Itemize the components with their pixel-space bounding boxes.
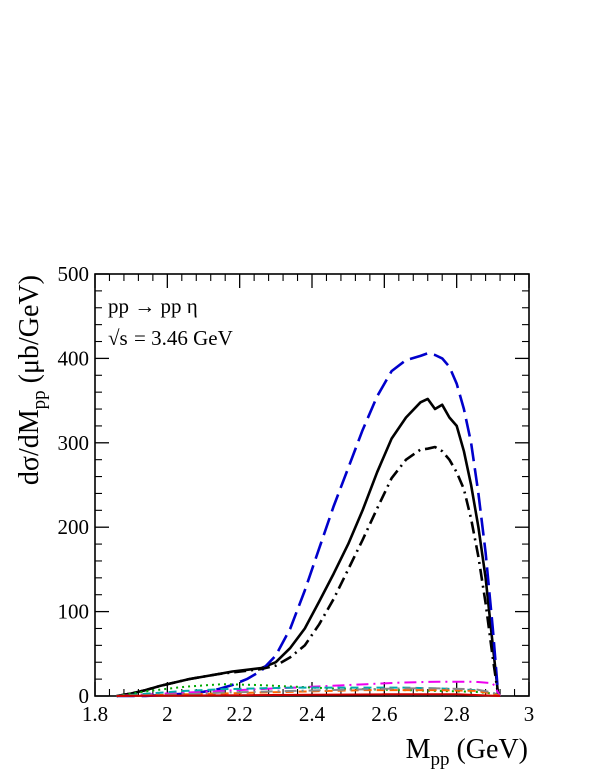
- x-tick-label: 1.8: [82, 702, 108, 726]
- annotation-energy-root: √s: [108, 326, 128, 350]
- x-tick-label: 3: [524, 702, 535, 726]
- y-axis-label-main: dσ/dM: [14, 409, 45, 485]
- series-line-1: [116, 397, 500, 698]
- x-tick-label: 2: [162, 702, 173, 726]
- series-line-7: [116, 689, 501, 697]
- series-group: [116, 352, 501, 698]
- y-tick-label: 200: [58, 515, 90, 539]
- y-axis-label-sub: pp: [29, 390, 50, 409]
- y-tick-label: 400: [58, 346, 90, 370]
- series-line-9: [116, 693, 501, 697]
- axis-ticks: 1.8 2 2.2 2.4 2.6 2.8 3 0 100 200 300 400 500: [58, 262, 535, 726]
- y-tick-label: 0: [79, 684, 90, 708]
- x-axis-label-sub: pp: [430, 749, 449, 770]
- x-tick-label: 2.4: [299, 702, 326, 726]
- x-tick-label: 2.6: [371, 702, 397, 726]
- y-axis-label-unit: (μb/GeV): [14, 275, 45, 390]
- y-tick-label: 100: [58, 600, 90, 624]
- y-tick-label: 500: [58, 262, 90, 286]
- x-axis-label-unit: (GeV): [449, 734, 528, 765]
- y-axis-label: dσ/dMpp (μb/GeV): [14, 275, 50, 485]
- y-tick-label: 300: [58, 431, 90, 455]
- x-tick-label: 2.8: [444, 702, 470, 726]
- x-axis-label-main: M: [406, 734, 431, 765]
- series-line-3: [116, 445, 500, 698]
- x-axis-label: Mpp (GeV): [406, 734, 528, 770]
- annotation-reaction: pp → pp η: [108, 294, 198, 318]
- annotation-energy-value: = 3.46 GeV: [134, 326, 233, 350]
- x-tick-label: 2.2: [227, 702, 253, 726]
- annotation-energy: √s = 3.46 GeV: [108, 326, 233, 350]
